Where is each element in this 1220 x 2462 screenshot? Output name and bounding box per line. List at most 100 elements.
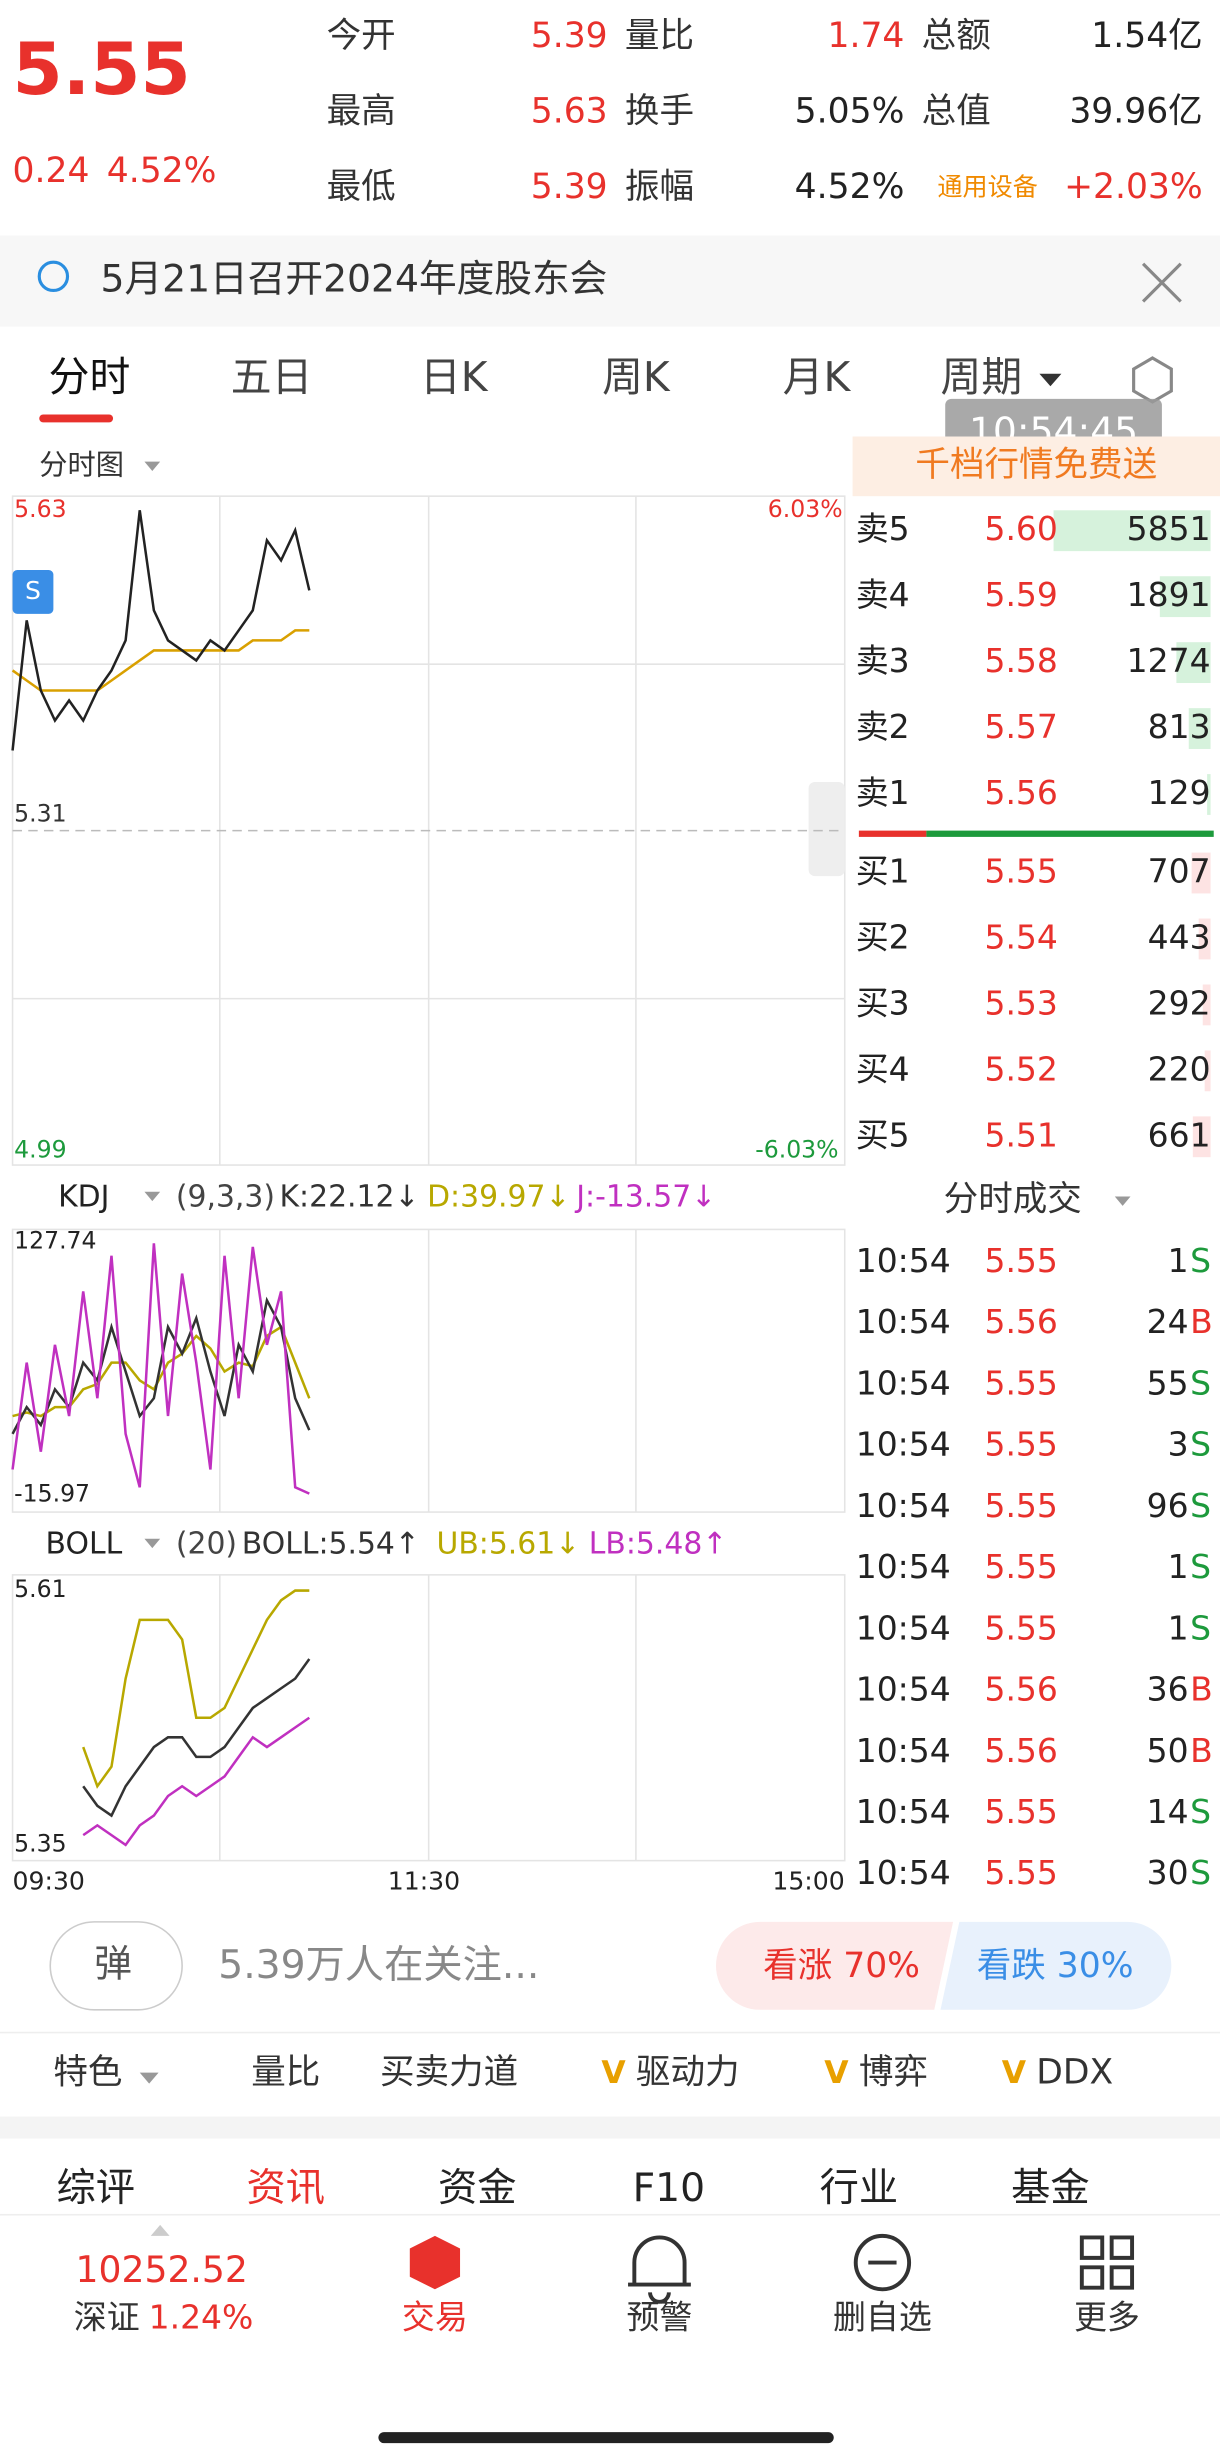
indicator-tab[interactable]: 买卖力道 — [380, 2053, 518, 2093]
series-line — [82, 1716, 311, 1847]
divider — [0, 2213, 1220, 2216]
kdj-d: D:39.97↓ — [427, 1180, 570, 1215]
bearish[interactable]: 看跌 30% — [977, 1946, 1134, 1986]
nav-item[interactable]: 删自选 — [833, 2298, 932, 2337]
indicator-tab[interactable]: 量比 — [251, 2053, 320, 2093]
trade-volume: 30 — [1147, 1853, 1189, 1892]
series-line — [11, 629, 310, 692]
volume-bar — [1188, 708, 1211, 749]
sector[interactable]: 通用设备 — [937, 172, 1037, 201]
section-tab[interactable]: F10 — [633, 2166, 706, 2211]
x-label: 11:30 — [388, 1867, 460, 1896]
trade-price: 5.55 — [984, 1608, 1057, 1647]
indicator-tab[interactable]: 驱动力 — [636, 2053, 740, 2093]
book-volume: 707 — [1148, 852, 1211, 891]
series-line — [12, 1325, 311, 1418]
bearish-button[interactable] — [940, 1921, 1172, 2010]
trade-side: S — [1190, 1486, 1211, 1525]
more-icon[interactable] — [1079, 2235, 1135, 2290]
sector-change: +2.03% — [1064, 167, 1203, 207]
trade-side: S — [1190, 1608, 1211, 1647]
book-volume: 1891 — [1127, 575, 1211, 614]
kdj-name[interactable]: KDJ — [58, 1180, 109, 1215]
book-label: 买1 — [856, 852, 910, 891]
chart-label[interactable]: 分时图 — [39, 448, 124, 481]
dropdown — [139, 2072, 159, 2084]
trade-price: 5.55 — [984, 1363, 1057, 1402]
trade-time: 10:54 — [856, 1731, 951, 1770]
book-label: 卖3 — [856, 641, 910, 680]
boll-name[interactable]: BOLL — [46, 1527, 123, 1562]
trades-title[interactable]: 分时成交 — [944, 1180, 1082, 1220]
promo-bar[interactable] — [852, 436, 1220, 497]
indicator-tab[interactable]: 特色 — [53, 2053, 122, 2093]
stat-value: 5.05% — [795, 92, 905, 132]
trade-side: S — [1190, 1363, 1211, 1402]
nav-item[interactable]: 更多 — [1074, 2298, 1140, 2337]
section-tab[interactable]: 基金 — [1011, 2166, 1089, 2211]
trade-price: 5.56 — [984, 1302, 1057, 1341]
section-tab[interactable]: 资金 — [438, 2166, 517, 2211]
book-label: 卖5 — [856, 509, 910, 548]
bullish-button[interactable] — [715, 1921, 954, 2010]
trade-side: S — [1190, 1792, 1211, 1831]
indicator-tab[interactable]: 博弈 — [859, 2053, 928, 2093]
followers: 5.39万人在关注... — [218, 1943, 539, 1988]
tab[interactable]: 周期 — [941, 353, 1023, 401]
trade-side: S — [1190, 1425, 1211, 1464]
index-change[interactable]: 1.24% — [149, 2298, 254, 2337]
notice-bar[interactable] — [0, 235, 1220, 327]
section-tab[interactable]: 综评 — [57, 2166, 135, 2211]
s-marker[interactable] — [12, 569, 54, 614]
indicator-tab[interactable]: DDX — [1036, 2053, 1113, 2093]
trade-time: 10:54 — [856, 1547, 951, 1586]
volume-bar — [1159, 576, 1211, 618]
trade-side: B — [1190, 1731, 1213, 1770]
s-marker-text[interactable]: S — [25, 576, 41, 605]
index-value[interactable]: 10252.52 — [76, 2248, 248, 2291]
pct-top: 6.03% — [768, 495, 843, 523]
danmaku[interactable]: 弹 — [94, 1941, 132, 1985]
volume-bar — [1053, 510, 1211, 552]
boll-mid: BOLL:5.54↑ — [242, 1527, 420, 1562]
nav-item[interactable]: 预警 — [626, 2298, 692, 2337]
y-tick-label: 127.74 — [14, 1226, 96, 1254]
book-label: 买4 — [856, 1049, 910, 1088]
promo[interactable]: 千档行情免费送 — [915, 445, 1157, 485]
book-price: 5.55 — [984, 852, 1057, 891]
section-tab[interactable]: 行业 — [820, 2166, 899, 2211]
home-indicator — [378, 2432, 834, 2444]
book-price: 5.56 — [984, 773, 1057, 812]
side-handle[interactable] — [808, 781, 845, 877]
alert-icon[interactable] — [628, 2235, 691, 2304]
close-icon[interactable] — [1141, 262, 1182, 303]
stat-label: 总额 — [922, 16, 991, 56]
tab[interactable]: 五日 — [231, 353, 313, 401]
tab[interactable]: 周K — [602, 353, 671, 401]
trade-time: 10:54 — [856, 1363, 951, 1402]
stat-label: 换手 — [625, 92, 694, 132]
remove-icon[interactable] — [853, 2233, 912, 2292]
notice[interactable]: 5月21日召开2024年度股东会 — [100, 257, 607, 301]
y-tick-label: -15.97 — [14, 1479, 90, 1507]
volume-bar — [1202, 984, 1211, 1026]
vip-mark: V — [601, 2055, 626, 2091]
book-price: 5.52 — [984, 1049, 1057, 1088]
book-label: 买3 — [856, 983, 910, 1022]
tab[interactable]: 月K — [783, 353, 852, 401]
trade-time: 10:54 — [856, 1853, 951, 1892]
section-tab[interactable]: 资讯 — [247, 2166, 325, 2211]
trade-volume: 1 — [1168, 1608, 1189, 1647]
book-label: 卖2 — [856, 707, 910, 746]
trade-icon[interactable] — [409, 2235, 461, 2290]
stat-label: 振幅 — [625, 167, 694, 207]
tab[interactable]: 日K — [420, 353, 489, 401]
index-name[interactable]: 深证 — [74, 2298, 140, 2337]
tab[interactable]: 分时 — [49, 353, 131, 401]
series-line — [82, 1589, 310, 1789]
danmaku-button[interactable] — [49, 1921, 183, 2011]
stat-label: 总值 — [922, 92, 991, 132]
stat-value: 5.63 — [531, 92, 608, 132]
nav-item[interactable]: 交易 — [402, 2298, 468, 2337]
bullish[interactable]: 看涨 70% — [763, 1946, 920, 1986]
